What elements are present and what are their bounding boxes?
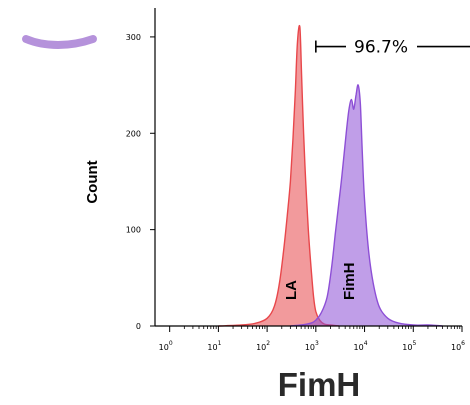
y-tick-label-300: 300 [126,33,141,42]
x-tick-label-1e2: 102 [256,340,270,352]
x-tick-label-1e6: 106 [451,340,465,352]
series-label-la: LA [283,280,300,300]
series-label-fimh: FimH [341,263,358,301]
y-tick-label-200: 200 [126,129,141,138]
x-tick-label-1e3: 103 [305,340,319,352]
x-axis-label: FimH [278,366,361,403]
pen-stroke-mark [22,35,97,49]
x-tick-label-1e1: 101 [207,340,221,352]
histogram-fills: LA FimH [218,25,443,327]
gate: 96.7% [315,38,470,58]
y-tick-label-100: 100 [126,226,141,235]
series-line-fimh [290,84,443,327]
series-area-fimh [290,84,443,326]
x-tick-label-1e0: 100 [159,340,173,352]
gate-percentage-label: 96.7% [354,38,408,58]
x-tick-label-1e4: 104 [354,340,368,352]
series-area-la [218,25,340,326]
axes: 0 100 200 300 100 101 102 103 104 105 106 [126,8,465,352]
series-line-la [218,25,340,327]
x-tick-label-1e5: 105 [402,340,416,352]
y-tick-label-0: 0 [136,322,141,331]
y-axis-label: Count [84,160,101,203]
